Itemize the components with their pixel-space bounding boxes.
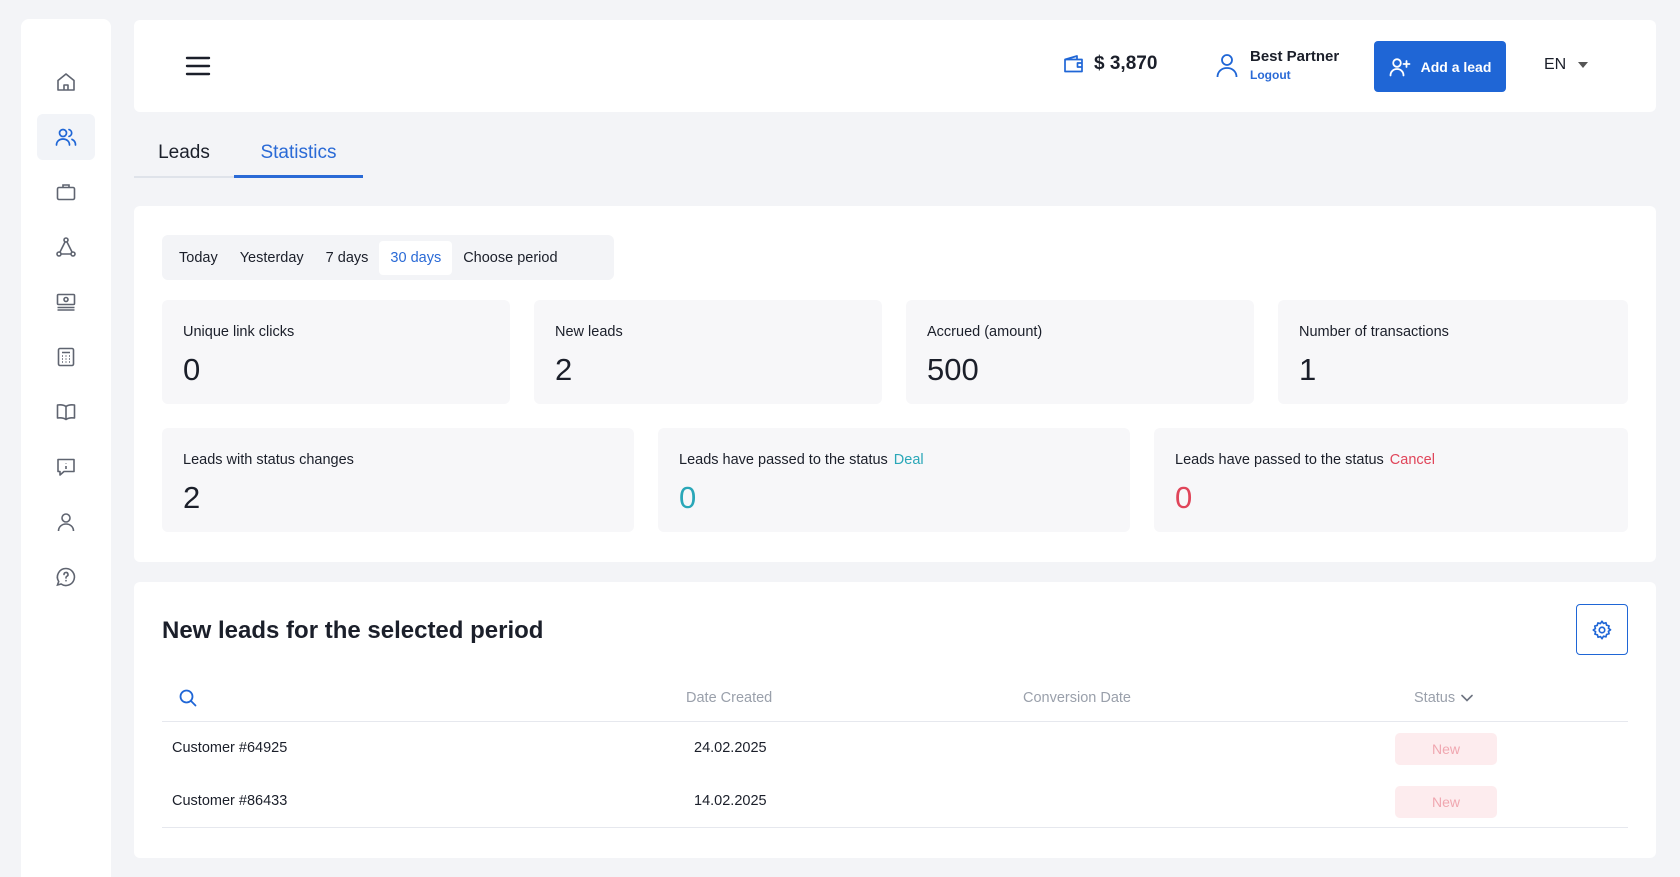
column-date-created: Date Created — [686, 690, 773, 706]
stat-label: Leads have passed to the status Cancel — [1175, 452, 1435, 468]
stat-card-passed-deal: Leads have passed to the status Deal 0 — [658, 428, 1130, 532]
money-icon — [56, 293, 76, 311]
sidebar-item-network[interactable] — [37, 224, 95, 270]
stat-value: 0 — [679, 480, 697, 515]
briefcase-icon — [56, 184, 76, 201]
customer-name: Customer #64925 — [172, 740, 288, 756]
stat-value: 500 — [927, 352, 979, 387]
stat-card-unique-clicks: Unique link clicks 0 — [162, 300, 510, 404]
stat-card-status-changes: Leads with status changes 2 — [162, 428, 634, 532]
status-badge: New — [1395, 786, 1497, 818]
table-row[interactable]: Customer #64925 24.02.2025 New — [162, 722, 1628, 775]
network-icon — [56, 237, 76, 257]
table-settings-button[interactable] — [1576, 604, 1628, 655]
sidebar-item-knowledge[interactable] — [37, 389, 95, 435]
period-yesterday[interactable]: Yesterday — [239, 249, 304, 266]
calculator-icon — [57, 347, 75, 367]
status-badge: New — [1395, 733, 1497, 765]
tabs: Leads Statistics — [134, 130, 1656, 178]
logout-link[interactable]: Logout — [1250, 68, 1291, 82]
period-today[interactable]: Today — [179, 249, 218, 266]
menu-icon[interactable] — [184, 53, 212, 79]
help-icon — [56, 567, 76, 587]
section-title: New leads for the selected period — [162, 617, 544, 644]
stat-card-accrued: Accrued (amount) 500 — [906, 300, 1254, 404]
sidebar-item-calculator[interactable] — [37, 334, 95, 380]
add-lead-button[interactable]: Add a lead — [1374, 41, 1506, 92]
stat-value: 2 — [183, 480, 201, 515]
table-header: Date Created Conversion Date Status — [162, 676, 1628, 722]
column-conversion-date: Conversion Date — [1023, 690, 1131, 706]
period-7-days[interactable]: 7 days — [325, 249, 369, 266]
home-icon — [57, 73, 75, 91]
search-icon[interactable] — [178, 688, 198, 708]
add-user-icon — [1389, 57, 1410, 76]
stat-label: Leads with status changes — [183, 452, 354, 468]
tab-leads[interactable]: Leads — [134, 130, 234, 178]
period-choose[interactable]: Choose period — [463, 249, 558, 266]
column-status-filter[interactable]: Status — [1414, 690, 1473, 706]
stat-label: Unique link clicks — [183, 324, 295, 340]
new-leads-panel: New leads for the selected period Date C… — [134, 582, 1656, 858]
stat-value: 0 — [183, 352, 201, 387]
sidebar-item-leads[interactable] — [37, 114, 95, 160]
sidebar-item-offers[interactable] — [37, 169, 95, 215]
info-icon — [57, 458, 75, 476]
stat-card-transactions: Number of transactions 1 — [1278, 300, 1628, 404]
language-value: EN — [1544, 56, 1567, 73]
top-header: $ 3,870 Best Partner Logout Add a lead E… — [134, 20, 1656, 112]
status-deal-label: Deal — [893, 452, 924, 468]
book-icon — [56, 404, 76, 421]
date-created: 14.02.2025 — [694, 793, 767, 809]
user-block: Best Partner Logout — [1214, 48, 1339, 82]
sidebar-item-profile[interactable] — [37, 499, 95, 545]
date-created: 24.02.2025 — [694, 740, 767, 756]
chevron-down-icon — [1461, 694, 1473, 702]
stat-value: 2 — [555, 352, 573, 387]
column-status-label: Status — [1414, 690, 1456, 706]
stat-card-passed-cancel: Leads have passed to the status Cancel 0 — [1154, 428, 1628, 532]
profile-icon — [57, 513, 75, 532]
balance-amount: $ 3,870 — [1094, 53, 1158, 74]
stat-label: Leads have passed to the status Deal — [679, 452, 924, 468]
sidebar-item-home[interactable] — [37, 59, 95, 105]
add-lead-label: Add a lead — [1420, 58, 1492, 75]
sidebar-item-support[interactable] — [37, 554, 95, 600]
tab-statistics[interactable]: Statistics — [234, 130, 363, 178]
sidebar-item-payments[interactable] — [37, 279, 95, 325]
leads-table: Date Created Conversion Date Status Cust… — [162, 676, 1628, 828]
stat-label: Number of transactions — [1299, 324, 1449, 340]
period-selector: Today Yesterday 7 days 30 days Choose pe… — [162, 235, 614, 280]
stat-value: 0 — [1175, 480, 1193, 515]
users-icon — [55, 128, 77, 146]
wallet-icon — [1064, 55, 1083, 73]
table-row[interactable]: Customer #86433 14.02.2025 New — [162, 775, 1628, 828]
user-icon — [1216, 54, 1238, 78]
stat-label: New leads — [555, 324, 623, 340]
stat-card-new-leads: New leads 2 — [534, 300, 882, 404]
user-name: Best Partner — [1250, 48, 1340, 65]
sidebar — [21, 19, 111, 877]
caret-down-icon — [1578, 62, 1589, 68]
customer-name: Customer #86433 — [172, 793, 288, 809]
stat-value: 1 — [1299, 352, 1317, 387]
gear-icon — [1592, 619, 1612, 640]
balance: $ 3,870 — [1062, 53, 1157, 75]
status-cancel-label: Cancel — [1389, 452, 1435, 468]
sidebar-item-news[interactable] — [37, 444, 95, 490]
period-30-days[interactable]: 30 days — [379, 240, 453, 275]
language-select[interactable]: EN — [1544, 56, 1589, 74]
statistics-panel: Today Yesterday 7 days 30 days Choose pe… — [134, 206, 1656, 562]
stat-label: Accrued (amount) — [927, 324, 1043, 340]
